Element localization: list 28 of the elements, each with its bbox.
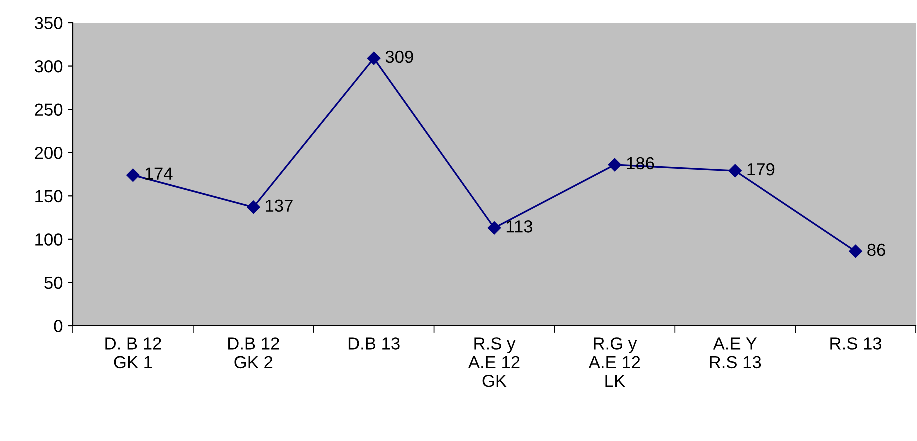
- point: [126, 168, 140, 182]
- point: [608, 158, 622, 172]
- y-tick-label: 250: [35, 104, 63, 116]
- x-tick-label: R.S y A.E 12 GK: [468, 338, 520, 388]
- point: [849, 244, 862, 258]
- data-label: 113: [506, 220, 533, 233]
- data-label: 137: [266, 200, 293, 212]
- y-tick-label: 100: [36, 234, 63, 246]
- x-tick-label: R.G y A.E 12 LK: [588, 338, 640, 388]
- x-tick-label: R.S 13: [830, 338, 882, 350]
- y-tick-label: 150: [36, 190, 63, 203]
- point: [488, 222, 502, 235]
- data-label: 86: [868, 244, 886, 256]
- y-tick-label: 50: [44, 276, 63, 290]
- y-tick-label: 350: [34, 17, 63, 30]
- data-label: 174: [146, 168, 173, 180]
- y-tick-label: 300: [34, 60, 63, 73]
- data-label: 179: [748, 163, 775, 176]
- data-label: 309: [386, 50, 414, 64]
- point: [247, 200, 260, 214]
- y-tick-label: 0: [54, 320, 63, 332]
- x-tick-label: A.E Y R.S 13: [710, 338, 762, 369]
- x-tick-label: D.B 13: [348, 338, 400, 350]
- x-tick-label: D.B 12 GK 2: [228, 338, 280, 369]
- x-tick-label: D. B 12 GK 1: [106, 338, 162, 369]
- point: [728, 164, 742, 178]
- y-tick-label: 200: [35, 147, 63, 160]
- point: [367, 52, 381, 66]
